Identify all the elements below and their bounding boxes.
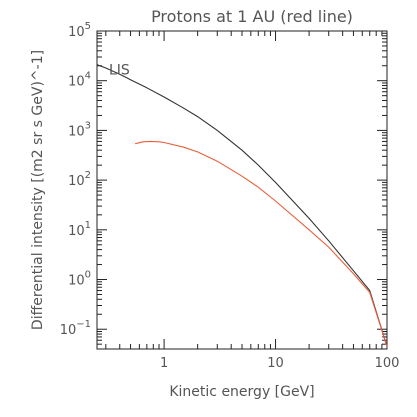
- x-axis-label: Kinetic energy [GeV]: [169, 384, 314, 400]
- series-layer: [96, 64, 388, 347]
- y-tick-label: 103: [68, 120, 91, 139]
- chart-title: Protons at 1 AU (red line): [151, 7, 353, 26]
- x-tick-label: 100: [375, 356, 400, 371]
- axis-ticks: 1 10 100 10−1 100 101 102 103 104 105: [60, 21, 400, 371]
- x-tick-label: 10: [267, 356, 284, 371]
- y-axis-label: Differential intensity [(m2 sr s GeV)^-1…: [30, 50, 46, 330]
- y-tick-label: 104: [68, 71, 91, 90]
- y-tick-label: 101: [68, 220, 91, 239]
- y-tick-label: 105: [68, 21, 91, 40]
- annotation-lis: LIS: [109, 63, 130, 79]
- series-protons-1au-line: [135, 140, 388, 347]
- x-tick-label: 1: [160, 356, 168, 371]
- plot-frame: [96, 30, 388, 350]
- y-tick-label: 102: [68, 170, 91, 189]
- series-lis-line: [96, 64, 388, 347]
- y-tick-label: 10−1: [60, 319, 91, 338]
- y-tick-label: 100: [68, 270, 91, 289]
